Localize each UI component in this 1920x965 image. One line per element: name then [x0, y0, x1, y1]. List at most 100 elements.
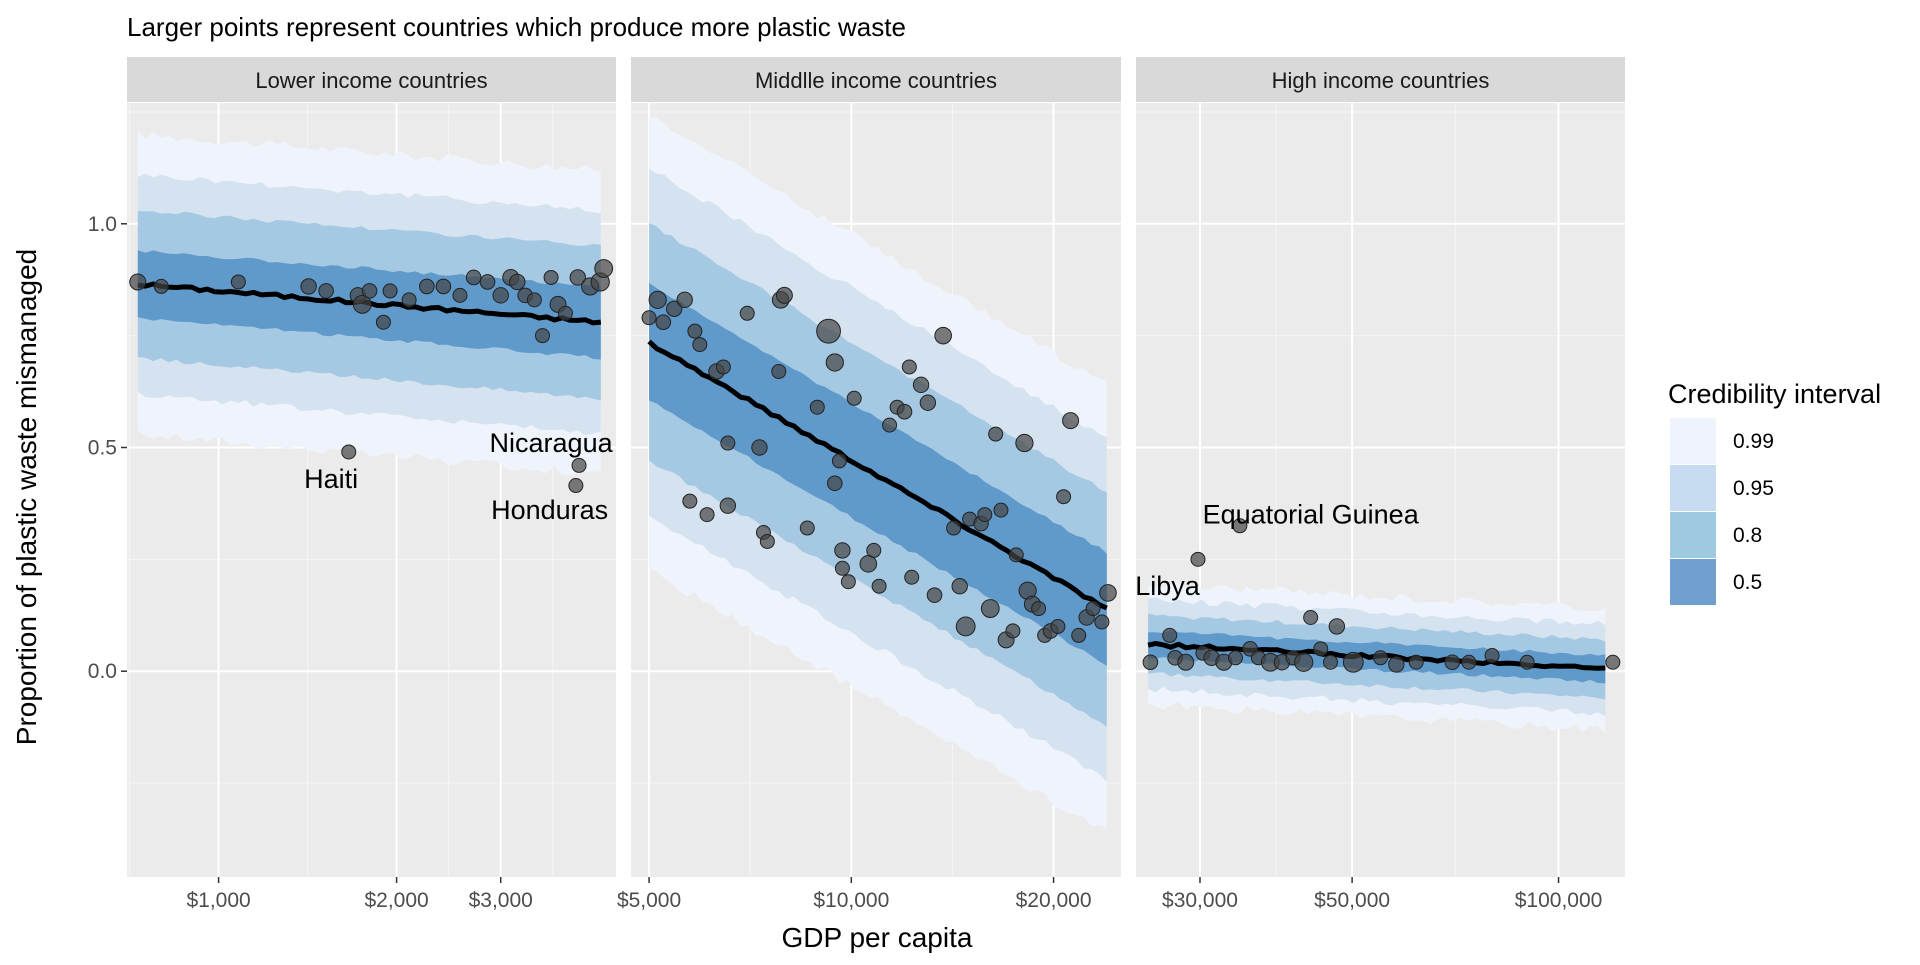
data-point	[831, 453, 847, 469]
panel-plot-area	[631, 103, 1121, 877]
x-tick-label: $3,000	[469, 889, 533, 912]
facet-strip	[631, 57, 1121, 102]
data-point	[840, 574, 856, 590]
data-point	[834, 542, 851, 559]
data-point	[834, 560, 850, 576]
data-point	[896, 403, 913, 420]
data-point	[980, 599, 1000, 618]
data-point	[988, 426, 1004, 442]
data-point	[375, 314, 391, 330]
data-point	[827, 475, 843, 492]
data-point	[452, 287, 468, 303]
data-point	[1232, 518, 1248, 534]
data-point	[1085, 601, 1101, 617]
data-point	[569, 269, 586, 286]
data-point	[1005, 623, 1021, 639]
data-point	[300, 278, 317, 295]
panel-background	[1136, 103, 1625, 877]
median-fit-line	[647, 339, 1108, 611]
x-tick-label: $50,000	[1314, 889, 1390, 912]
legend-label: 0.99	[1733, 430, 1774, 453]
data-point	[479, 274, 496, 290]
data-point	[682, 493, 698, 509]
data-point	[1408, 654, 1424, 670]
data-point	[882, 417, 898, 433]
facet-panel: Lower income countries Haiti Nicaragua Hond…	[88, 57, 616, 912]
facet-panels: Lower income countries Haiti Nicaragua Hond…	[88, 57, 1625, 912]
data-point	[739, 305, 755, 321]
x-tick-label: $20,000	[1016, 889, 1092, 912]
data-point	[1015, 433, 1034, 453]
data-point	[751, 439, 768, 456]
data-point	[946, 520, 962, 536]
data-point	[825, 353, 844, 372]
point-annotation: Libya	[1135, 571, 1201, 601]
legend-swatch	[1670, 418, 1716, 464]
data-point	[568, 478, 584, 494]
data-point	[799, 520, 815, 536]
data-point	[1071, 627, 1087, 643]
y-axis-label: Proportion of plastic waste mismanaged	[11, 249, 42, 745]
y-tick-label: 1.0	[88, 213, 117, 236]
facet-panel: Middlle income countries $5,000 $10,000 $20…	[617, 57, 1121, 912]
data-point	[771, 363, 787, 379]
data-point	[641, 310, 657, 326]
data-point	[846, 390, 862, 406]
legend-swatch	[1670, 465, 1716, 511]
facet-strip	[1136, 57, 1625, 102]
legend-items: 0.99 0.95 0.8 0.5	[1670, 418, 1774, 605]
legend-swatch	[1670, 512, 1716, 558]
data-point	[692, 337, 708, 353]
point-annotation: Honduras	[491, 495, 608, 525]
x-axis-label: GDP per capita	[782, 922, 973, 953]
data-point	[382, 283, 398, 299]
data-point	[1177, 653, 1195, 671]
facet-strip-label: High income countries	[1272, 68, 1490, 93]
data-point	[871, 578, 887, 594]
point-annotation: Equatorial Guinea	[1203, 500, 1420, 530]
data-point	[775, 286, 793, 304]
x-tick-label: $10,000	[813, 889, 889, 912]
data-point	[361, 283, 378, 299]
legend-label: 0.95	[1733, 477, 1774, 500]
data-point	[809, 399, 825, 415]
data-point	[666, 300, 683, 318]
data-point	[557, 305, 573, 321]
data-point	[230, 274, 246, 290]
data-point	[1031, 601, 1047, 617]
data-point	[571, 457, 587, 473]
facet-strip-label: Lower income countries	[255, 68, 487, 93]
data-point	[1605, 654, 1621, 670]
legend-swatch	[1670, 559, 1716, 605]
data-point	[435, 278, 452, 295]
data-point	[655, 314, 672, 331]
data-point	[715, 359, 731, 375]
data-point	[904, 569, 920, 585]
panel-plot-area	[1136, 103, 1625, 877]
x-tick-label: $100,000	[1515, 889, 1603, 912]
data-point	[759, 533, 775, 549]
x-tick-label: $1,000	[186, 889, 250, 912]
data-point	[1190, 551, 1206, 567]
x-tick-label: $2,000	[364, 889, 428, 912]
chart-title: Larger points represent countries which …	[127, 12, 906, 42]
data-point	[594, 259, 614, 278]
point-annotation: Haiti	[304, 464, 358, 494]
data-point	[1342, 651, 1364, 673]
y-tick-label: 0.0	[88, 660, 117, 683]
point-annotation: Nicaragua	[490, 428, 614, 458]
data-point	[543, 269, 559, 285]
data-point	[1303, 610, 1319, 626]
data-point	[1099, 584, 1117, 602]
facet-panel: High income countries Equatorial Guinea Li…	[1135, 57, 1625, 912]
data-point	[492, 287, 509, 304]
data-point	[699, 507, 715, 523]
data-point	[129, 273, 147, 291]
legend-label: 0.5	[1733, 571, 1762, 594]
data-point	[1294, 652, 1314, 672]
data-point	[1056, 489, 1072, 505]
data-point	[1323, 654, 1339, 670]
legend: Credibility interval 0.99 0.95 0.8 0.5	[1668, 379, 1881, 605]
data-point	[859, 555, 878, 573]
data-point	[676, 291, 693, 309]
